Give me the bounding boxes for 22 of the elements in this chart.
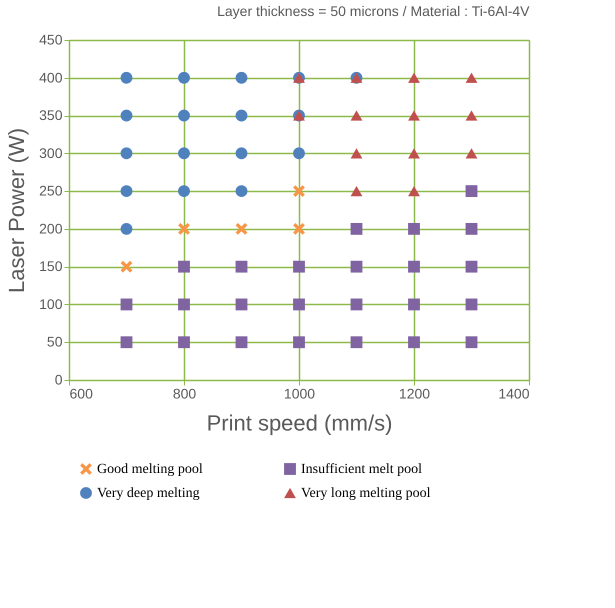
x-tick-label: 1200 bbox=[398, 386, 430, 402]
x-tick-label: 800 bbox=[172, 386, 196, 402]
y-axis-title: Laser Power (W) bbox=[4, 128, 30, 294]
y-tick-label: 150 bbox=[39, 258, 63, 274]
x-axis-title: Print speed (mm/s) bbox=[206, 410, 392, 436]
legend-label: Very deep melting bbox=[97, 486, 200, 501]
y-tick-label: 250 bbox=[39, 182, 63, 199]
y-tick-label: 300 bbox=[39, 144, 63, 161]
x-tick-label: 600 bbox=[70, 386, 94, 402]
y-tick-label: 50 bbox=[46, 334, 63, 350]
legend-label: Insufficient melt pool bbox=[301, 462, 422, 477]
chart-title: Layer thickness = 50 microns / Material : Ti-6Al-4V bbox=[217, 3, 530, 19]
legend-label: Good melting pool bbox=[97, 462, 203, 477]
x-tick-label: 1400 bbox=[498, 386, 530, 402]
y-tick-label: 450 bbox=[39, 32, 63, 48]
x-tick-label: 1000 bbox=[284, 386, 316, 402]
y-tick-label: 200 bbox=[39, 220, 63, 236]
y-tick-label: 100 bbox=[39, 296, 63, 312]
y-tick-label: 0 bbox=[54, 372, 63, 388]
y-tick-label: 350 bbox=[39, 107, 63, 124]
legend-label: Very long melting pool bbox=[301, 486, 431, 501]
y-tick-label: 400 bbox=[39, 69, 63, 86]
